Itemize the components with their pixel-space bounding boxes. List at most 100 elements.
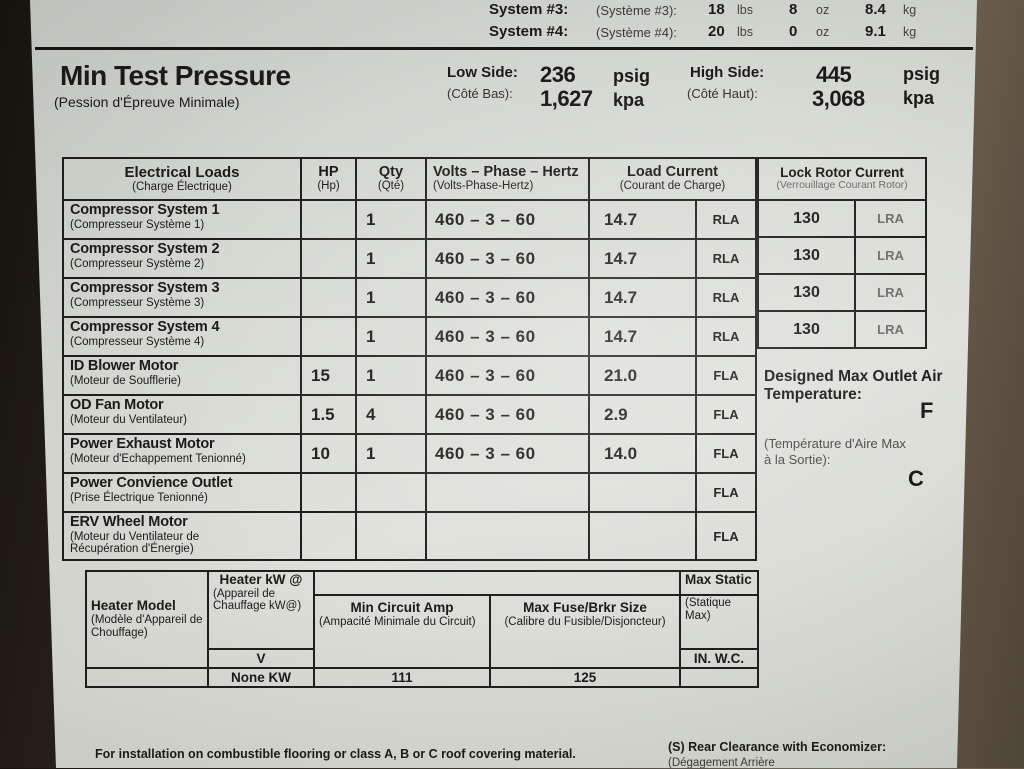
outlet-air-f-unit: F	[920, 398, 934, 423]
outlet-air-fr-block: (Température d'Aire Max à la Sortie):	[764, 436, 954, 469]
heater-kw-value: None	[230, 670, 265, 685]
col-load-current-fr: (Courant de Charge)	[619, 180, 726, 193]
heater-kw-cell: Heater kW @ (Appareil de Chauffage kW@)	[207, 570, 315, 650]
electrical-loads-table: Electrical Loads (Charge Électrique) HP (H…	[62, 157, 758, 561]
heater-volts-cell: V	[207, 648, 315, 669]
load-current-value: 2.9	[588, 394, 697, 435]
volts-value: 460 – 3 – 60	[425, 238, 590, 279]
lock-rotor-unit: LRA	[854, 310, 927, 349]
lock-rotor-unit: LRA	[854, 236, 927, 275]
qty-value: 4	[355, 394, 427, 435]
min-circuit-cell: Min Circuit Amp (Ampacité Minimale du Cir…	[313, 594, 491, 669]
lock-rotor-unit: LRA	[854, 273, 927, 312]
row-name-fr: (Moteur d'Echappement Tenionné)	[70, 452, 246, 465]
table-row: ERV Wheel Motor (Moteur du Ventilateur de…	[62, 511, 758, 561]
row-name-fr: (Prise Électrique Tenionné)	[70, 491, 208, 504]
system-3-oz: 8	[789, 1, 798, 18]
col-hp-fr: (Hp)	[317, 180, 340, 193]
max-static-cell: Max Static	[679, 570, 759, 596]
lock-rotor-row: 130 LRA	[757, 310, 927, 349]
table-row: ID Blower Motor (Moteur de Soufflerie) 15…	[62, 355, 758, 396]
footer-installation-note: For installation on combustible flooring…	[95, 747, 576, 761]
max-static-value	[679, 667, 759, 688]
system-3-label-fr: (Système #3):	[596, 3, 677, 18]
heater-model-label: Heater Model	[91, 598, 176, 614]
load-current-unit: FLA	[694, 394, 758, 435]
outlet-air-fr-line2: à la Sortie):	[764, 452, 831, 468]
heater-kw-value-unit: KW	[268, 670, 292, 685]
lock-rotor-unit: LRA	[854, 199, 927, 238]
min-circuit-value: 111	[313, 667, 491, 688]
volts-value: 460 – 3 – 60	[425, 394, 590, 435]
hp-value: 1.5	[300, 394, 357, 435]
load-current-value	[588, 511, 697, 561]
psig-unit: psig	[903, 64, 941, 84]
footer-rear-clearance-fr: (Dégagement Arrière	[668, 757, 775, 769]
table-row: Power Convience Outlet (Prise Électrique …	[62, 472, 758, 513]
lock-rotor-row: 130 LRA	[757, 273, 927, 312]
col-hp: HP	[318, 164, 339, 181]
lock-rotor-value: 130	[757, 273, 856, 312]
row-name-fr: (Moteur du Ventilateur de Récupération d…	[70, 530, 200, 555]
load-current-unit: RLA	[694, 199, 758, 240]
heater-kw-label-fr: (Appareil de Chauffage kW@)	[213, 587, 302, 613]
lock-rotor-row: 130 LRA	[757, 236, 927, 275]
table-row: Power Exhaust Motor (Moteur d'Echappement…	[62, 433, 758, 474]
col-volts: Volts – Phase – Hertz	[433, 164, 579, 181]
lock-rotor-value: 130	[757, 199, 856, 238]
min-circuit-label-fr: (Ampacité Minimale du Circuit)	[319, 615, 476, 628]
load-current-value	[588, 472, 697, 513]
oz-unit: oz	[816, 25, 830, 39]
lock-rotor-row: 130 LRA	[757, 199, 927, 238]
table-row: Compressor System 1 (Compresseur Système …	[62, 199, 758, 240]
row-name-fr: (Compresseur Système 2)	[70, 257, 205, 270]
row-name: Power Exhaust Motor	[70, 436, 215, 452]
max-static-fr-cell: (Statique Max)	[679, 594, 759, 650]
table-row: Compressor System 3 (Compresseur Système …	[62, 277, 758, 318]
low-side-label-fr: (Côté Bas):	[447, 86, 513, 101]
lock-rotor-title: Lock Rotor Current	[780, 165, 904, 181]
load-current-unit: FLA	[694, 355, 758, 396]
loads-table-header: Electrical Loads (Charge Électrique) HP (H…	[62, 157, 758, 201]
lock-rotor-header: Lock Rotor Current (Verrouillage Courant …	[757, 157, 927, 201]
kpa-unit: kpa	[613, 90, 645, 110]
hp-value: 15	[300, 355, 357, 396]
max-fuse-cell: Max Fuse/Brkr Size (Calibre du Fusible/Di…	[489, 594, 681, 669]
volts-value: 460 – 3 – 60	[425, 433, 590, 474]
table-row: Compressor System 2 (Compresseur Système …	[62, 238, 758, 279]
row-name: Compressor System 2	[70, 241, 220, 257]
hp-value: 10	[300, 433, 357, 474]
heater-table: Heater Model (Modèle d'Appareil de Chouff…	[85, 570, 759, 688]
row-name-fr: (Compresseur Système 3)	[70, 296, 205, 309]
table-row: OD Fan Motor (Moteur du Ventilateur) 1.5 …	[62, 394, 758, 435]
row-name: Compressor System 3	[70, 280, 220, 296]
low-side-label: Low Side:	[447, 64, 518, 81]
lbs-unit: lbs	[737, 3, 753, 17]
outlet-air-block: Designed Max Outlet Air Temperature:	[764, 368, 964, 404]
load-current-value: 14.7	[588, 316, 697, 357]
qty-value: 1	[355, 238, 427, 279]
volts-value: 460 – 3 – 60	[425, 199, 590, 240]
lock-rotor-title-fr: (Verrouillage Courant Rotor)	[776, 179, 908, 192]
max-static-unit-cell: IN. W.C.	[679, 648, 759, 669]
high-side-label-fr: (Côté Haut):	[687, 86, 758, 101]
qty-value	[355, 472, 427, 513]
qty-value: 1	[355, 316, 427, 357]
lock-rotor-table: Lock Rotor Current (Verrouillage Courant …	[757, 157, 927, 349]
row-name-fr: (Moteur du Ventilateur)	[70, 413, 187, 426]
volts-value	[425, 472, 590, 513]
high-side-kpa-value: 3,068	[812, 86, 865, 111]
load-current-unit: FLA	[694, 433, 758, 474]
system-4-oz: 0	[789, 23, 798, 40]
col-electrical-loads-fr: (Charge Électrique)	[132, 180, 232, 193]
load-current-value: 21.0	[588, 355, 697, 396]
col-qty: Qty	[378, 164, 404, 181]
footer-rear-clearance: (S) Rear Clearance with Economizer:	[668, 740, 887, 754]
qty-value	[355, 511, 427, 561]
row-name: OD Fan Motor	[70, 397, 164, 413]
system-3-lbs: 18	[708, 1, 725, 18]
row-name-fr: (Moteur de Soufflerie)	[70, 374, 182, 387]
high-side-label: High Side:	[690, 64, 765, 81]
row-name: Compressor System 4	[70, 319, 220, 335]
